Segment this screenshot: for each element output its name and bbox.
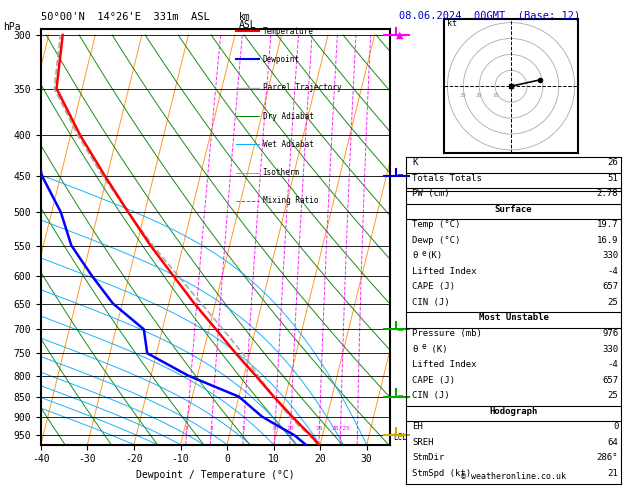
Text: 25: 25 xyxy=(608,391,618,400)
Text: 976: 976 xyxy=(602,329,618,338)
Text: ≡: ≡ xyxy=(396,325,403,334)
Text: 8: 8 xyxy=(273,426,277,431)
Text: Mixing Ratio: Mixing Ratio xyxy=(262,196,318,205)
Text: SREH: SREH xyxy=(412,438,433,447)
Text: Parcel Trajectory: Parcel Trajectory xyxy=(262,83,341,92)
Text: 50°00'N  14°26'E  331m  ASL: 50°00'N 14°26'E 331m ASL xyxy=(41,12,209,22)
Text: e: e xyxy=(421,342,426,351)
Text: CAPE (J): CAPE (J) xyxy=(412,282,455,292)
Text: 330: 330 xyxy=(602,251,618,260)
Text: 3: 3 xyxy=(209,426,213,431)
Text: (K): (K) xyxy=(426,251,443,260)
Text: hPa: hPa xyxy=(3,22,21,32)
Text: e: e xyxy=(421,249,426,258)
Text: ▲: ▲ xyxy=(396,30,403,40)
Text: Pressure (mb): Pressure (mb) xyxy=(412,329,482,338)
Text: θ: θ xyxy=(412,251,418,260)
Text: ASL: ASL xyxy=(239,20,257,31)
Text: 26: 26 xyxy=(608,158,618,167)
Text: kt: kt xyxy=(447,19,457,28)
Text: 286°: 286° xyxy=(597,453,618,463)
Text: Wet Adiabat: Wet Adiabat xyxy=(262,140,313,149)
Text: Temperature: Temperature xyxy=(262,27,313,36)
Text: Dry Adiabat: Dry Adiabat xyxy=(262,111,313,121)
Text: Surface: Surface xyxy=(495,205,532,214)
Text: 657: 657 xyxy=(602,376,618,385)
Text: 2: 2 xyxy=(185,426,189,431)
Text: ≡: ≡ xyxy=(396,171,403,180)
Text: StmSpd (kt): StmSpd (kt) xyxy=(412,469,471,478)
Text: ≡: ≡ xyxy=(396,392,403,401)
Text: km: km xyxy=(239,12,251,22)
Text: 0: 0 xyxy=(613,422,618,432)
Text: 15: 15 xyxy=(316,426,323,431)
Text: 657: 657 xyxy=(602,282,618,292)
Text: Most Unstable: Most Unstable xyxy=(479,313,548,323)
Text: Temp (°C): Temp (°C) xyxy=(412,220,460,229)
Text: StmDir: StmDir xyxy=(412,453,444,463)
Text: Totals Totals: Totals Totals xyxy=(412,174,482,183)
Text: 5: 5 xyxy=(242,426,245,431)
Text: LCL: LCL xyxy=(394,433,408,442)
Text: Hodograph: Hodograph xyxy=(489,407,538,416)
Text: 64: 64 xyxy=(608,438,618,447)
Text: 20: 20 xyxy=(476,93,482,98)
Text: 25: 25 xyxy=(608,298,618,307)
Text: -4: -4 xyxy=(608,267,618,276)
Text: -4: -4 xyxy=(608,360,618,369)
Text: 330: 330 xyxy=(602,345,618,354)
Text: 30: 30 xyxy=(460,93,467,98)
Text: 10: 10 xyxy=(287,426,294,431)
Text: ≡: ≡ xyxy=(396,431,403,440)
Text: 20/25: 20/25 xyxy=(331,426,350,431)
Text: K: K xyxy=(412,158,418,167)
Text: Dewpoint: Dewpoint xyxy=(262,55,299,64)
Text: 21: 21 xyxy=(608,469,618,478)
Text: PW (cm): PW (cm) xyxy=(412,189,450,198)
Text: Lifted Index: Lifted Index xyxy=(412,360,477,369)
X-axis label: Dewpoint / Temperature (°C): Dewpoint / Temperature (°C) xyxy=(136,470,295,480)
Text: CIN (J): CIN (J) xyxy=(412,298,450,307)
Text: EH: EH xyxy=(412,422,423,432)
Text: (K): (K) xyxy=(426,345,448,354)
Text: 16.9: 16.9 xyxy=(597,236,618,245)
Text: © weatheronline.co.uk: © weatheronline.co.uk xyxy=(461,472,566,481)
Text: Isotherm: Isotherm xyxy=(262,168,299,177)
Text: 08.06.2024  00GMT  (Base: 12): 08.06.2024 00GMT (Base: 12) xyxy=(399,11,581,21)
Text: 10: 10 xyxy=(492,93,498,98)
Text: 51: 51 xyxy=(608,174,618,183)
Text: Dewp (°C): Dewp (°C) xyxy=(412,236,460,245)
Text: CAPE (J): CAPE (J) xyxy=(412,376,455,385)
Text: θ: θ xyxy=(412,345,418,354)
Text: 2.78: 2.78 xyxy=(597,189,618,198)
Text: Lifted Index: Lifted Index xyxy=(412,267,477,276)
Text: 19.7: 19.7 xyxy=(597,220,618,229)
Text: CIN (J): CIN (J) xyxy=(412,391,450,400)
